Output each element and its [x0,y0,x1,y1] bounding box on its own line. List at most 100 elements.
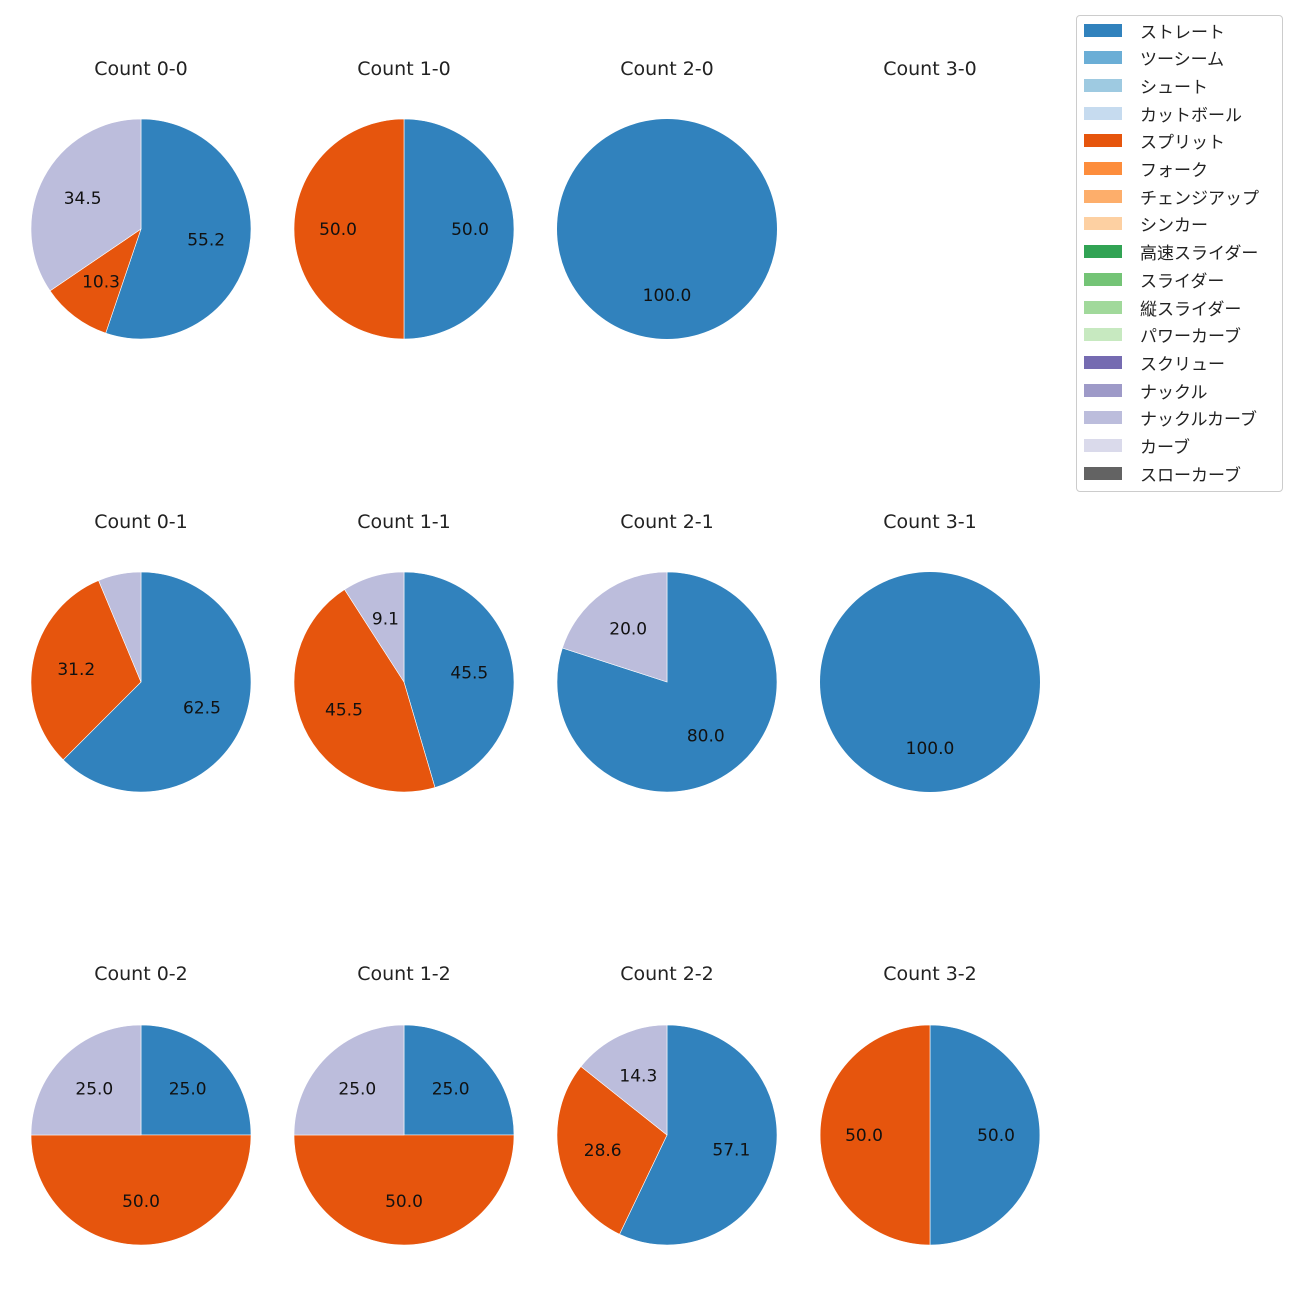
legend-item: シンカー [1084,214,1208,237]
pie-count-0-0: Count 0-0 55.2 10.3 34.5 [30,58,252,340]
pie-slice [105,118,252,340]
pie-title: Count 0-0 [94,58,188,80]
legend-label: ストレート [1140,22,1225,43]
pie-slice [929,1024,1041,1246]
legend-swatch [1084,439,1122,452]
slice-label: 50.0 [977,1126,1015,1146]
slice-label: 50.0 [122,1192,160,1212]
legend-item: チェンジアップ [1084,186,1259,209]
pie-title: Count 2-0 [620,58,714,80]
pie-slice [62,571,252,793]
pie-title: Count 2-1 [620,511,714,533]
legend-label: スクリュー [1140,354,1225,375]
legend-item: フォーク [1084,159,1208,181]
legend-swatch [1084,245,1122,259]
legend-item: ナックル [1084,380,1208,403]
legend-item: ストレート [1084,20,1225,43]
legend-item: ツーシーム [1084,48,1225,71]
legend-item: 高速スライダー [1084,242,1259,265]
pie-title: Count 1-1 [357,511,451,533]
legend-swatch [1084,355,1122,369]
slice-label: 57.1 [712,1141,750,1161]
slice-label: 31.2 [57,660,95,680]
legend-label: スプリット [1140,133,1225,154]
pie-count-1-0: Count 1-0 50.0 50.0 [293,58,515,340]
pie-slice [344,571,405,684]
legend-item: カットボール [1084,103,1242,126]
legend-label: シンカー [1140,216,1208,237]
slice-label: 9.1 [372,610,399,630]
slice-label: 25.0 [432,1079,470,1099]
slice-label: 100.0 [643,286,692,306]
legend-label: 高速スライダー [1140,244,1259,265]
legend-label: フォーク [1140,161,1208,181]
slice-label: 50.0 [319,220,357,240]
slice-label: 62.5 [183,698,221,718]
pie-title: Count 3-0 [883,58,977,80]
pie-slice [556,1066,668,1235]
legend-item: スローカーブ [1084,463,1241,486]
legend-swatch [1084,78,1122,92]
pie-slice [140,1024,252,1136]
legend-label: カーブ [1140,438,1190,458]
pie-slice [619,1024,778,1246]
pie-slice [98,571,142,683]
legend-swatch [1084,51,1122,65]
slice-label: 55.2 [187,231,225,251]
slice-label: 80.0 [687,726,725,746]
legend-label: チェンジアップ [1140,188,1259,209]
pie-title: Count 3-2 [883,963,977,985]
pie-slice [557,119,777,339]
slice-label: 50.0 [385,1192,423,1212]
legend-swatch [1084,466,1122,480]
pie-count-3-0: Count 3-0 [883,58,977,80]
pie-slice [403,118,515,340]
legend-swatch [1084,328,1122,342]
pie-slice [580,1024,668,1136]
pie-count-3-2: Count 3-2 50.0 50.0 [819,963,1041,1246]
legend-label: ツーシーム [1140,50,1225,71]
legend-swatch [1084,106,1122,120]
slice-label: 20.0 [609,620,647,640]
pie-slice [403,571,515,788]
pie-title: Count 1-2 [357,963,451,985]
slice-label: 100.0 [906,739,955,759]
legend-item: スライダー [1084,269,1225,292]
legend-swatch [1084,272,1122,286]
legend-item: スプリット [1084,131,1225,154]
pie-slice [30,1134,252,1246]
legend-item: 縦スライダー [1084,297,1242,320]
legend-label: シュート [1140,77,1208,98]
legend-item: スクリュー [1084,352,1225,375]
slice-label: 50.0 [451,220,489,240]
legend-label: スライダー [1140,271,1225,292]
legend: ストレートツーシームシュートカットボール スプリットフォークチェンジアップ シンカー… [1076,15,1283,492]
legend-item: カーブ [1084,436,1190,458]
pie-slice [293,1024,405,1136]
legend-label: パワーカーブ [1140,327,1241,348]
legend-label: カットボール [1140,105,1242,126]
legend-swatch [1084,162,1122,175]
legend-label: 縦スライダー [1140,299,1242,320]
slice-label: 25.0 [75,1079,113,1099]
slice-label: 14.3 [619,1067,657,1087]
pie-slice [293,118,405,340]
legend-label: ナックルカーブ [1140,410,1257,431]
pie-count-0-2: Count 0-2 25.0 50.0 25.0 [30,963,252,1246]
pie-title: Count 0-2 [94,963,188,985]
legend-item: シュート [1084,75,1208,98]
legend-swatch [1084,23,1122,37]
pie-count-0-1: Count 0-1 62.5 31.2 [30,511,252,793]
legend-swatch [1084,411,1122,425]
pie-slice [403,1024,515,1136]
pie-count-3-1: Count 3-1 100.0 [820,511,1040,792]
slice-label: 25.0 [338,1079,376,1099]
slice-label: 25.0 [169,1079,207,1099]
pie-slice [30,580,142,761]
legend-label: ナックル [1140,382,1208,403]
pie-count-2-1: Count 2-1 80.0 20.0 [556,511,778,793]
slice-label: 28.6 [584,1141,622,1161]
legend-swatch [1084,134,1122,148]
slice-label: 50.0 [845,1126,883,1146]
